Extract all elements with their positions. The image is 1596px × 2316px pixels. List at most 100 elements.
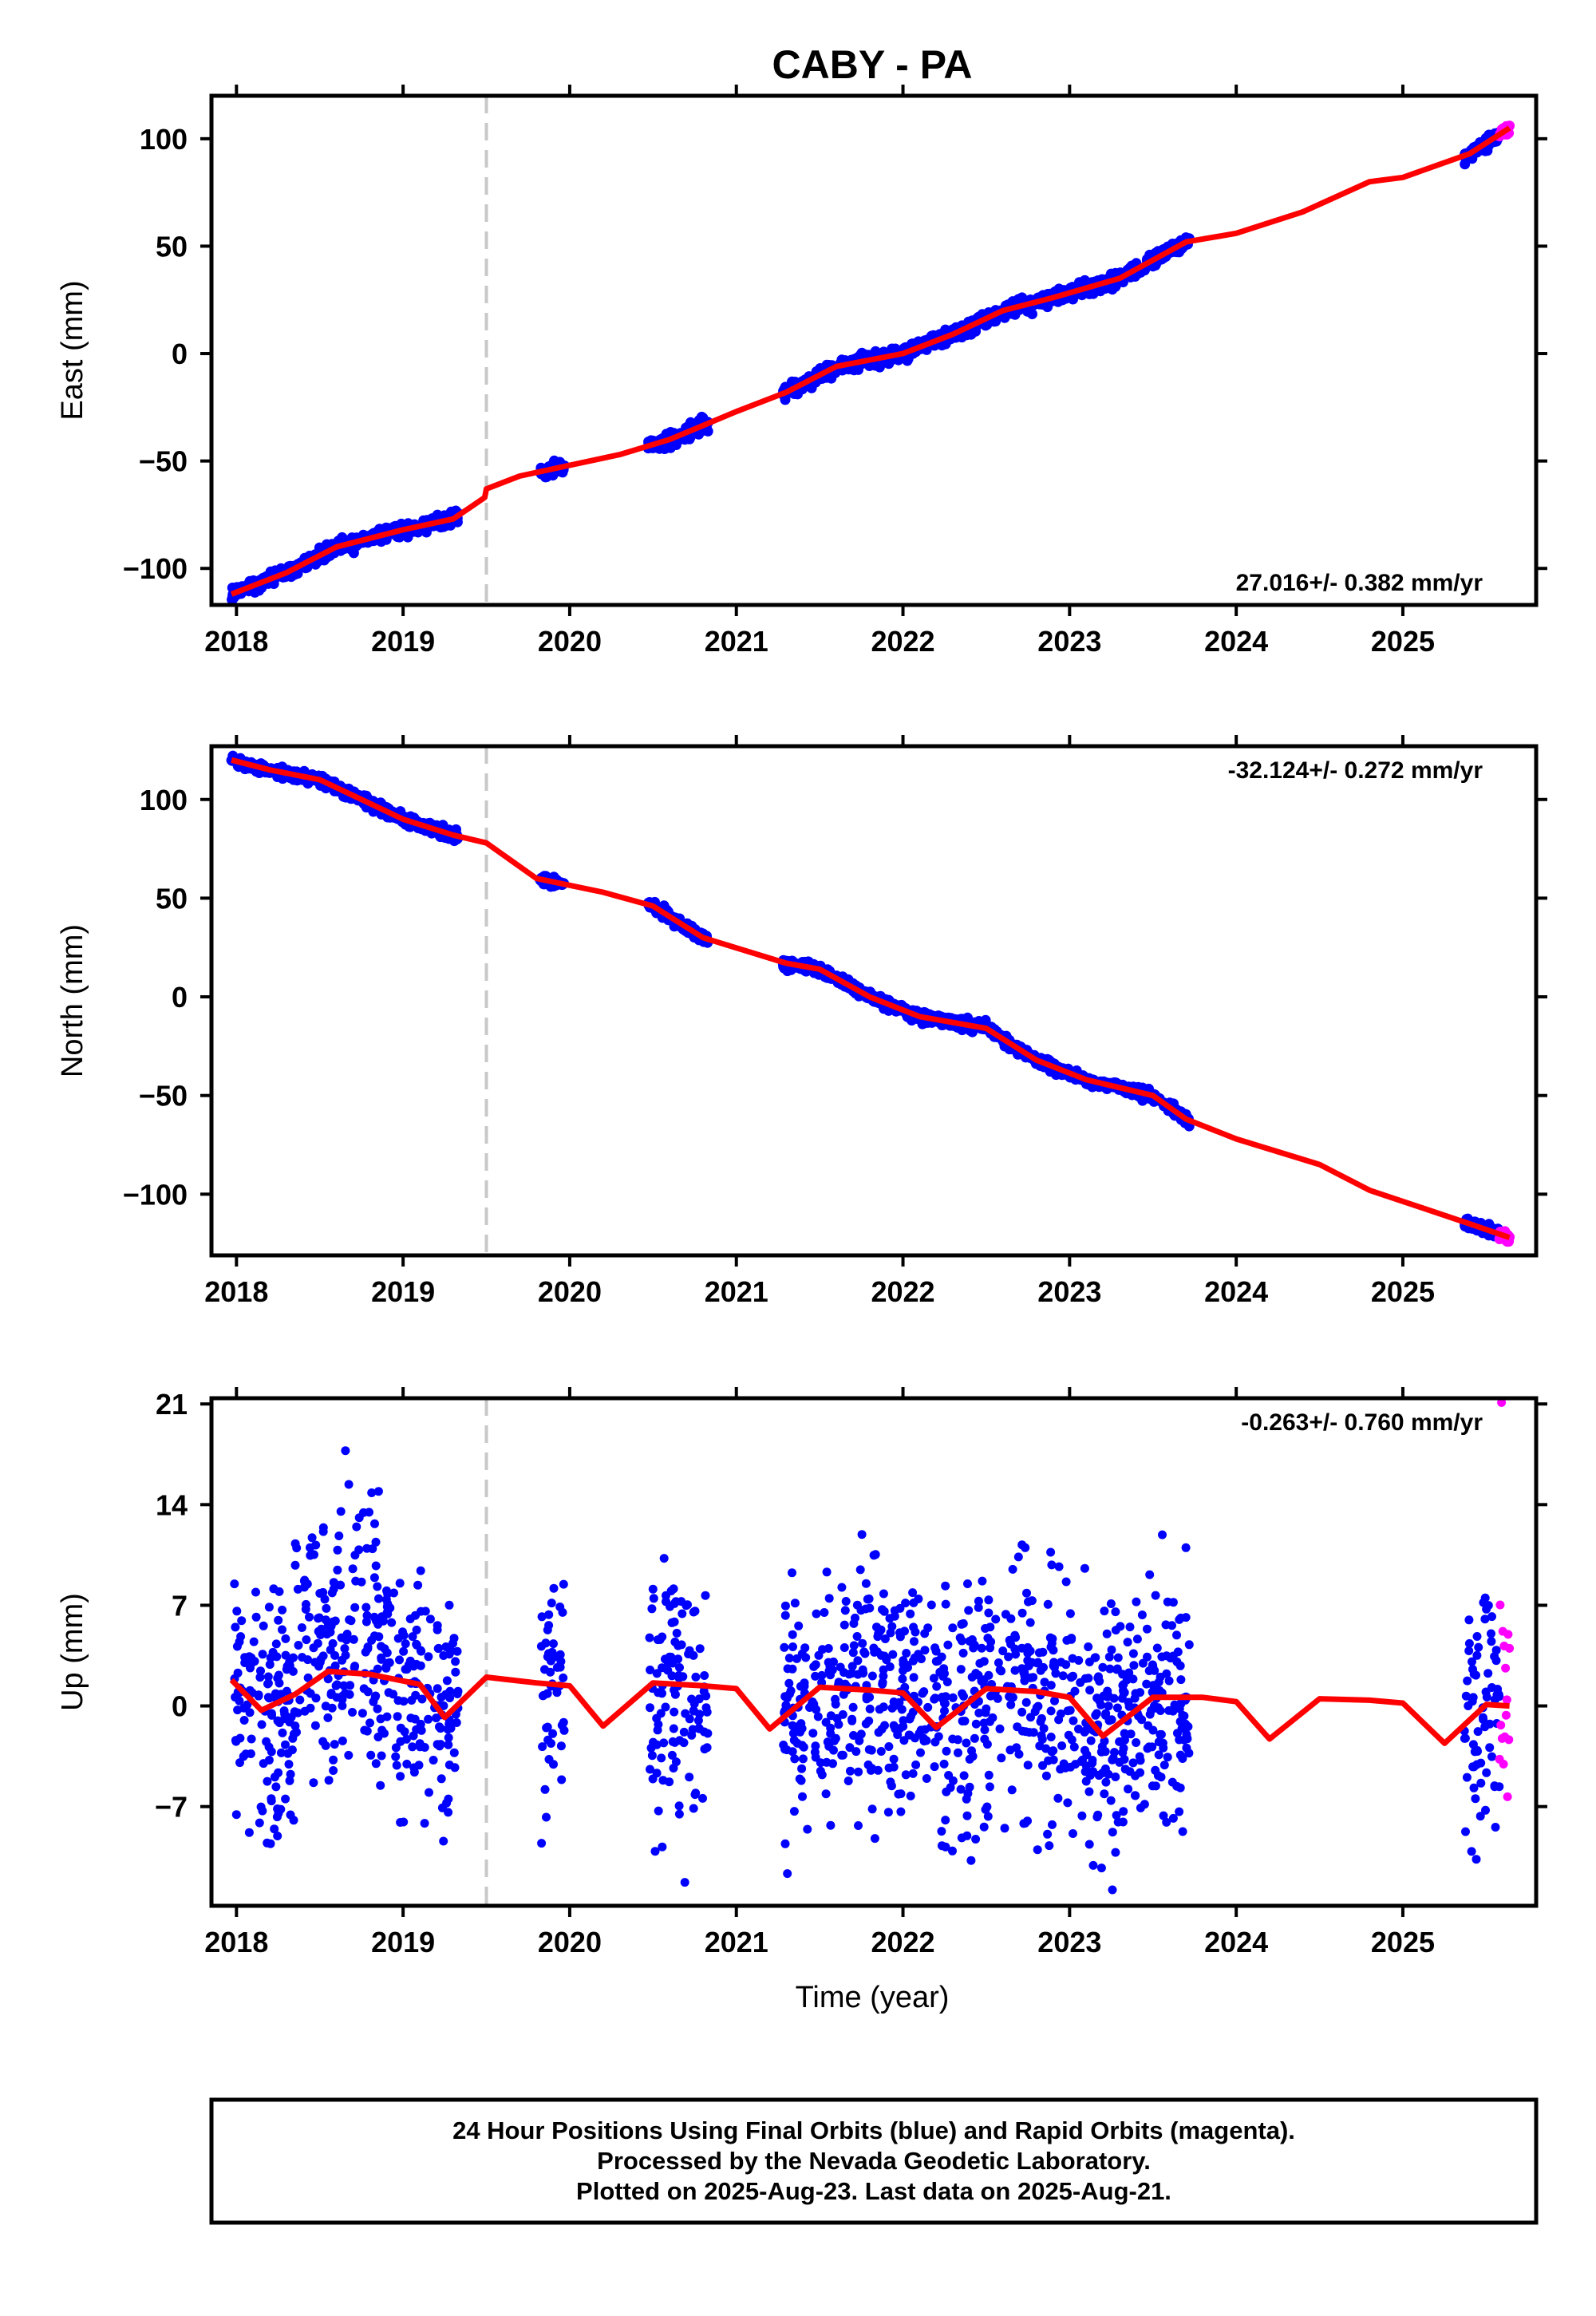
data-point: [824, 1666, 834, 1676]
data-point: [1106, 1796, 1116, 1805]
data-point: [1482, 1768, 1491, 1777]
data-point: [984, 1670, 994, 1680]
data-point: [948, 1846, 957, 1856]
data-point: [1156, 1729, 1166, 1739]
data-point: [889, 1754, 899, 1764]
data-point: [1049, 1661, 1058, 1670]
data-point: [267, 1747, 276, 1757]
data-point: [930, 1762, 939, 1772]
data-point: [1144, 1742, 1154, 1752]
data-point: [974, 1603, 983, 1612]
data-point: [963, 1579, 972, 1588]
data-point: [822, 1567, 832, 1577]
data-point: [1023, 1761, 1033, 1770]
data-point: [963, 1788, 973, 1798]
data-point: [861, 1719, 871, 1729]
data-point: [794, 1621, 804, 1630]
data-point: [966, 1856, 976, 1865]
data-point: [1463, 1676, 1472, 1686]
data-point: [322, 1603, 331, 1613]
y-tick-label: −50: [139, 1080, 188, 1113]
data-point: [247, 1734, 256, 1744]
data-point: [1487, 1752, 1496, 1761]
data-point: [937, 1841, 946, 1851]
data-point: [808, 1729, 818, 1738]
data-point: [678, 1672, 688, 1682]
data-point: [432, 1713, 441, 1723]
data-point: [839, 1620, 849, 1630]
data-point: [294, 1641, 303, 1650]
x-tick-label: 2023: [1037, 625, 1101, 658]
data-point: [275, 1678, 284, 1688]
data-point: [896, 1807, 906, 1816]
data-point: [780, 1611, 790, 1620]
data-point: [890, 1611, 899, 1621]
data-point: [1175, 1783, 1185, 1792]
data-point: [1474, 1642, 1483, 1652]
data-point: [669, 1724, 678, 1733]
data-point: [962, 1811, 972, 1820]
data-point: [647, 1604, 657, 1614]
data-point: [690, 1790, 700, 1800]
data-point: [970, 1733, 979, 1743]
data-point: [845, 1743, 855, 1753]
rapid-data-point: [1505, 1643, 1515, 1653]
data-point: [408, 1742, 417, 1752]
rapid-data-point: [1504, 1735, 1514, 1745]
data-point: [1103, 1692, 1112, 1701]
data-point: [645, 1633, 654, 1642]
data-point: [230, 1579, 239, 1589]
data-point: [1057, 1658, 1066, 1667]
data-point: [309, 1643, 318, 1653]
data-point: [878, 1679, 887, 1689]
data-point: [316, 1654, 326, 1664]
data-point: [1043, 1829, 1053, 1839]
data-point: [671, 1757, 681, 1767]
data-point: [1021, 1543, 1030, 1552]
data-point: [670, 1599, 679, 1608]
data-point: [1108, 1755, 1117, 1765]
data-point: [1137, 1611, 1147, 1619]
data-point: [433, 1684, 442, 1694]
data-point: [922, 1774, 931, 1783]
data-point: [239, 1716, 249, 1725]
x-tick-label: 2022: [871, 625, 934, 658]
data-point: [1113, 1817, 1123, 1827]
x-tick-label: 2022: [871, 1926, 934, 1958]
data-point: [270, 1824, 279, 1834]
data-point: [1482, 1693, 1491, 1701]
data-point: [672, 1628, 681, 1638]
data-point: [557, 1775, 567, 1784]
data-point: [846, 1766, 855, 1776]
data-point: [971, 1719, 981, 1729]
data-point: [1086, 1736, 1096, 1745]
data-point: [657, 1753, 666, 1763]
data-point: [680, 1878, 689, 1887]
y-tick-label: 21: [156, 1388, 188, 1421]
data-point: [887, 1781, 896, 1791]
x-tick-label: 2024: [1204, 1926, 1268, 1958]
data-point: [231, 1622, 240, 1632]
data-point: [940, 1706, 949, 1716]
data-point: [251, 1612, 261, 1622]
data-point: [424, 1714, 433, 1724]
data-point: [369, 1573, 379, 1583]
data-point: [302, 1635, 311, 1645]
data-point: [792, 1738, 802, 1748]
data-point: [977, 1677, 986, 1686]
data-point: [940, 324, 951, 335]
data-point: [667, 1618, 677, 1627]
data-point: [1039, 1662, 1048, 1672]
data-point: [287, 1745, 297, 1755]
data-point: [272, 1652, 282, 1662]
data-point: [382, 1712, 392, 1721]
data-point: [1480, 1593, 1490, 1603]
data-point: [278, 1625, 286, 1634]
data-point: [318, 1523, 328, 1532]
data-point: [263, 1777, 272, 1786]
data-point: [1462, 1773, 1472, 1782]
data-point: [301, 1605, 310, 1614]
footer-line-3: Plotted on 2025-Aug-23. Last data on 202…: [576, 2177, 1171, 2205]
data-point: [1111, 1848, 1120, 1857]
data-point: [441, 1690, 451, 1699]
